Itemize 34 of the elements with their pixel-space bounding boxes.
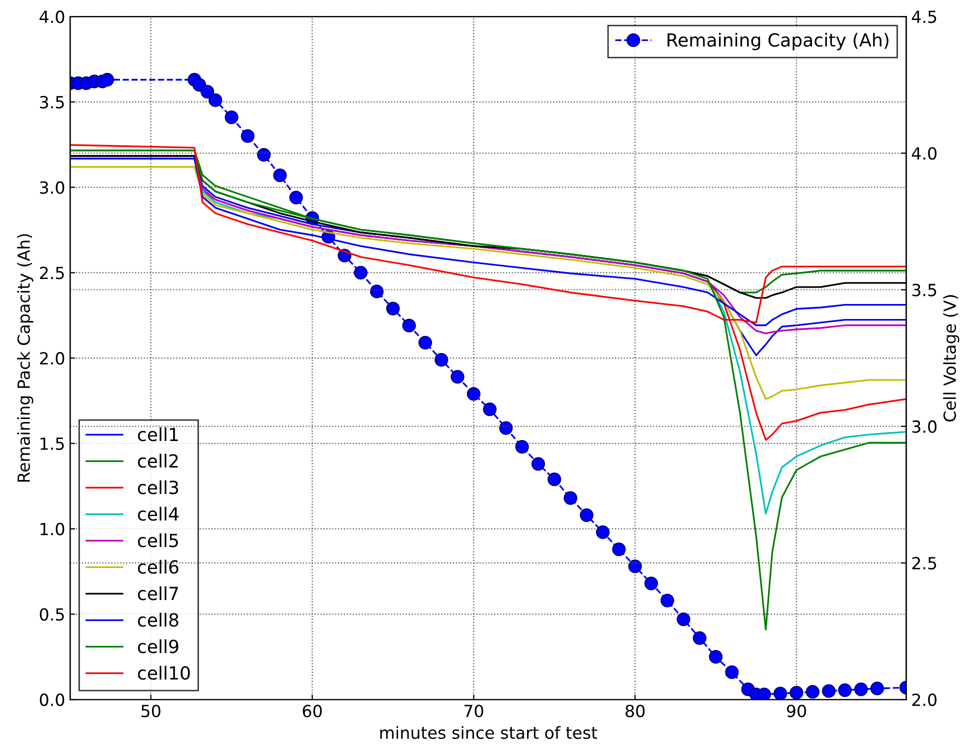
- y2-tick-label: 4.0: [912, 147, 936, 160]
- legend-label: cell3: [138, 480, 178, 494]
- legend-label: cell2: [138, 454, 178, 468]
- y-tick-label: 4.0: [40, 10, 64, 24]
- x-tick-label: 50: [142, 704, 160, 718]
- legend-label: cell5: [138, 533, 178, 548]
- y2-tick-label: 2.0: [912, 694, 936, 706]
- y-tick-label: 3.0: [40, 181, 64, 194]
- legend-label: cell9: [138, 639, 178, 654]
- y2-tick-label: 3.0: [912, 420, 936, 433]
- legend-label: cell7: [138, 586, 178, 600]
- y-tick-label: 3.5: [40, 96, 64, 109]
- legend-label: cell4: [138, 506, 178, 521]
- y2-tick-label: 3.5: [912, 284, 936, 296]
- x-tick-label: 70: [464, 704, 484, 718]
- x-tick-label: 60: [302, 704, 322, 718]
- legend-label: cell1: [138, 427, 178, 442]
- legend-label: cell8: [138, 612, 178, 627]
- y-tick-label: 2.5: [40, 266, 64, 280]
- y-tick-label: 0.0: [40, 694, 64, 706]
- y2-tick-label: 2.5: [912, 556, 936, 570]
- x-tick-label: 90: [786, 704, 806, 718]
- y-axis-title: Remaining Pack Capacity (Ah): [17, 234, 34, 482]
- x-axis-title: minutes since start of test: [380, 726, 598, 739]
- y-tick-label: 0.5: [40, 608, 64, 621]
- legend-label: cell6: [138, 560, 178, 574]
- legend-label: Remaining Capacity (Ah): [668, 32, 888, 50]
- y-tick-label: 2.0: [40, 352, 64, 365]
- x-tick-label: 80: [626, 704, 645, 718]
- y-tick-label: 1.0: [40, 522, 64, 536]
- legend-label: cell10: [138, 666, 190, 680]
- y-tick-label: 1.5: [40, 438, 64, 450]
- y2-tick-label: 4.5: [912, 10, 936, 24]
- y2-axis-title: Cell Voltage (V): [943, 295, 960, 422]
